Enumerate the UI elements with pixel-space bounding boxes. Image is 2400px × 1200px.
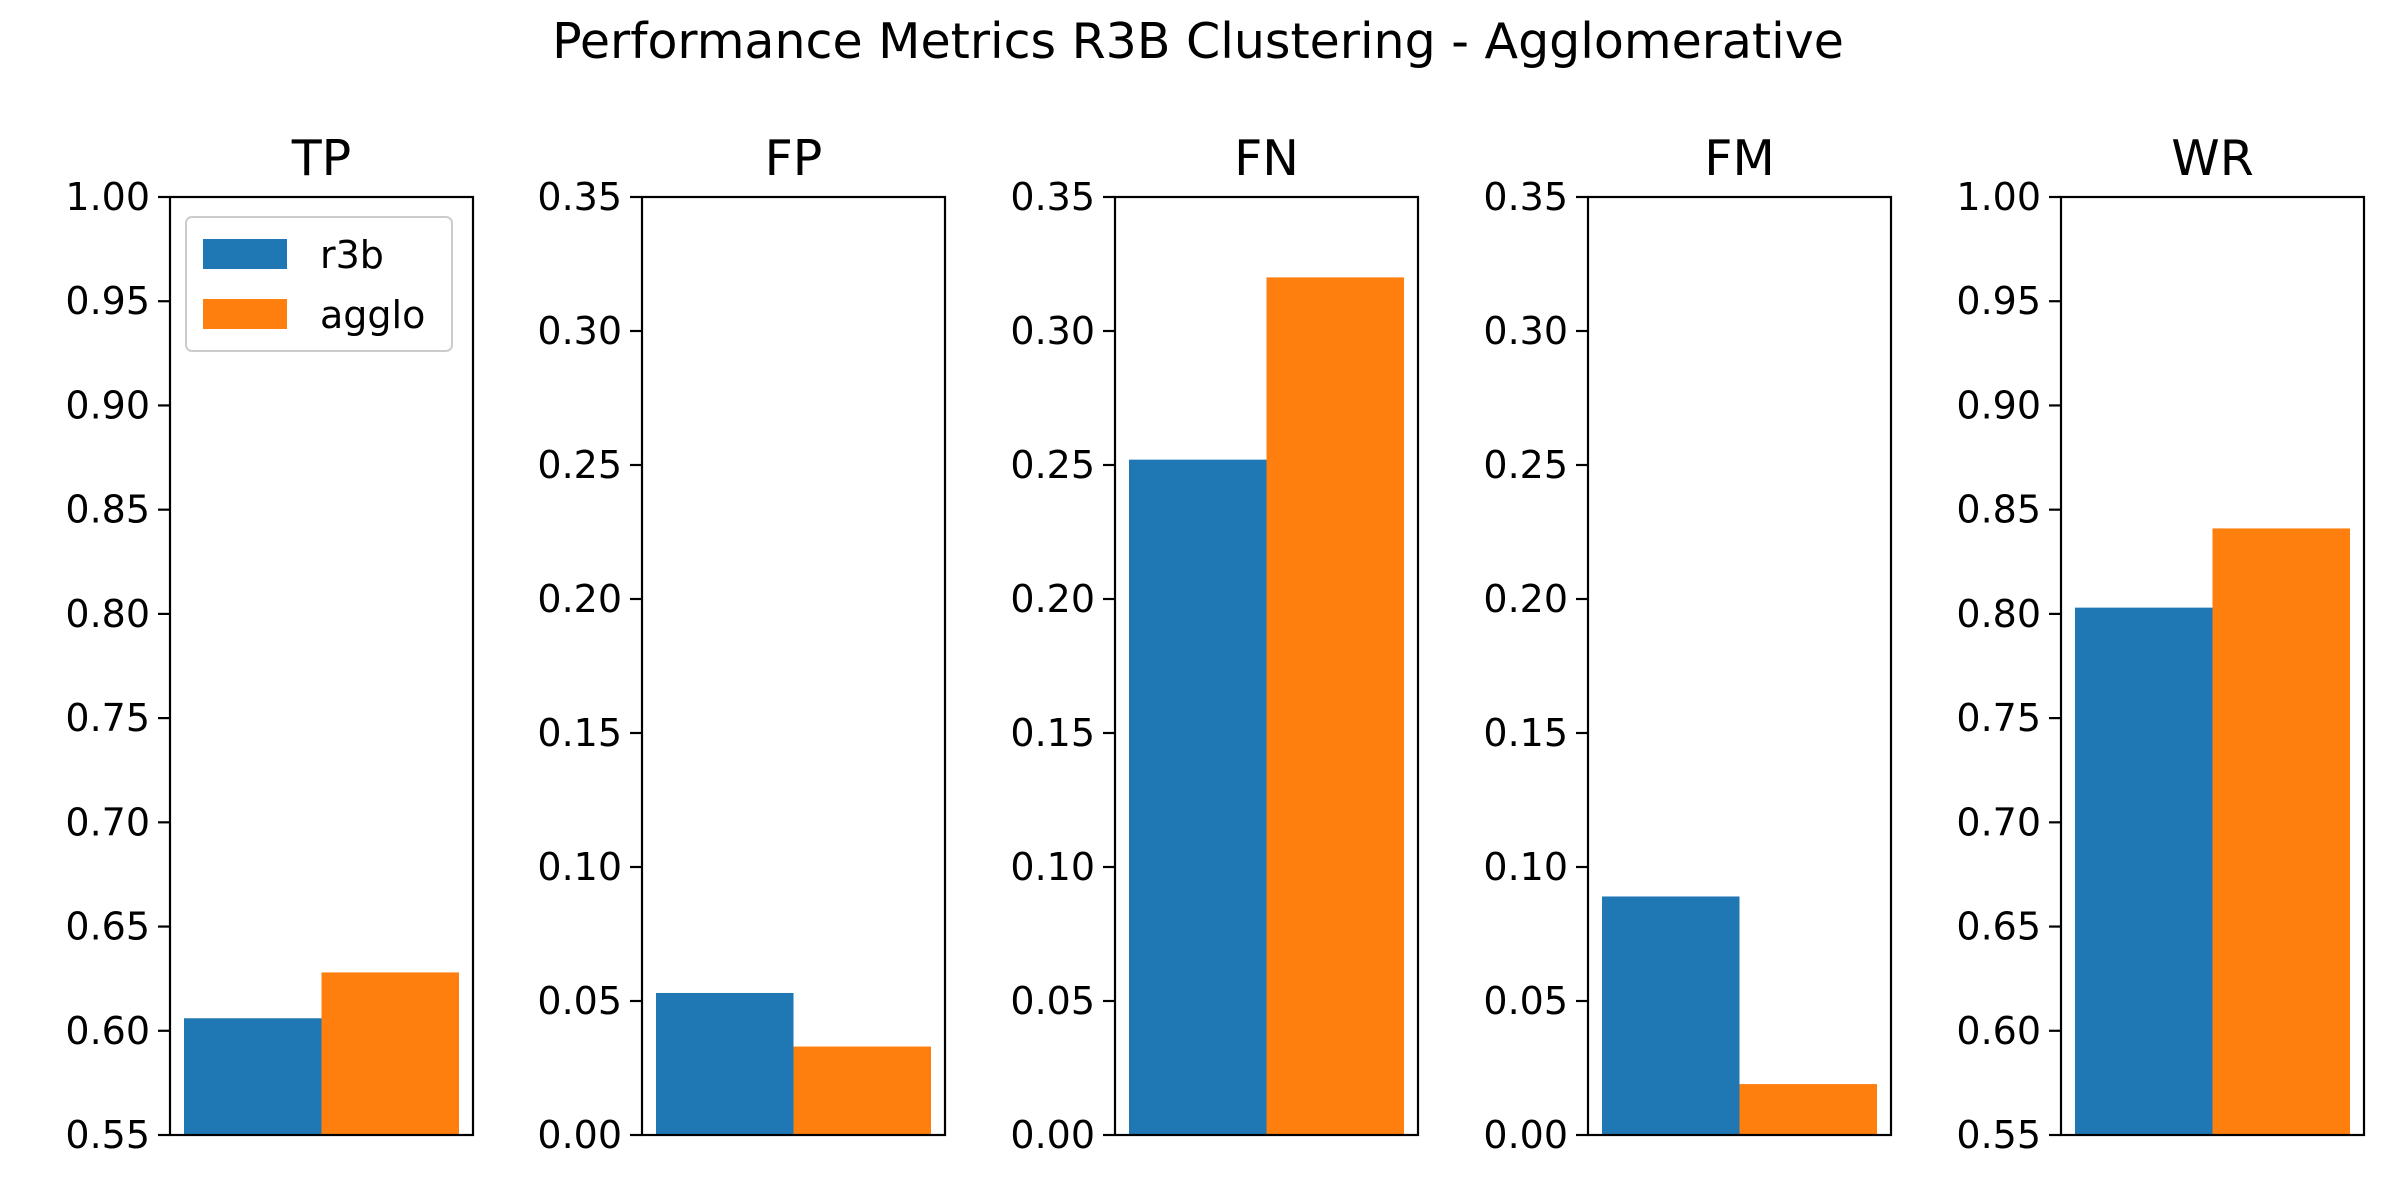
axes-frame-fn (1113, 195, 1420, 1137)
legend-swatch-agglo (203, 299, 287, 329)
y-tick-label-wr: 0.75 (1956, 696, 2041, 740)
y-tick-label-fm: 0.05 (1483, 979, 1568, 1023)
y-tick-label-fm: 0.35 (1483, 175, 1568, 219)
y-tick-label-wr: 0.80 (1956, 592, 2041, 636)
y-tick-label-fn: 0.20 (1010, 577, 1095, 621)
y-tick-label-fm: 0.10 (1483, 845, 1568, 889)
bar-tp-agglo (321, 972, 459, 1135)
panel-title-wr: WR (2171, 130, 2254, 187)
legend-label-agglo: agglo (320, 293, 425, 337)
y-tick-label-wr: 0.55 (1956, 1113, 2041, 1157)
y-tick-label-tp: 0.85 (65, 488, 150, 532)
y-tick-label-wr: 0.90 (1956, 383, 2041, 427)
y-tick-label-fp: 0.25 (537, 443, 622, 487)
panel-title-fm: FM (1704, 130, 1774, 187)
y-tick-label-fp: 0.10 (537, 845, 622, 889)
y-tick-label-fp: 0.05 (537, 979, 622, 1023)
y-tick-label-tp: 0.65 (65, 905, 150, 949)
y-tick-label-wr: 0.85 (1956, 488, 2041, 532)
bar-fn-r3b (1129, 459, 1267, 1135)
panels: TP 0.55 0.60 0.65 0.70 0.75 0.80 0.85 0.90 0.95 1.… (65, 130, 2366, 1157)
y-tick-label-fm: 0.00 (1483, 1113, 1568, 1157)
y-tick-label-fm: 0.30 (1483, 309, 1568, 353)
chart-title: Performance Metrics R3B Clustering - Agg… (552, 13, 1844, 70)
y-tick-label-tp: 0.70 (65, 800, 150, 844)
bar-fn-agglo (1266, 277, 1404, 1135)
bar-fp-r3b (656, 992, 794, 1135)
y-tick-label-fn: 0.25 (1010, 443, 1095, 487)
panel-title-tp: TP (291, 130, 351, 187)
bar-fm-agglo (1739, 1084, 1877, 1135)
y-tick-label-fp: 0.15 (537, 711, 622, 755)
panel-title-fn: FN (1234, 130, 1299, 187)
y-tick-label-fn: 0.15 (1010, 711, 1095, 755)
y-tick-label-wr: 0.65 (1956, 905, 2041, 949)
bar-wr-agglo (2212, 528, 2350, 1135)
y-tick-label-fm: 0.25 (1483, 443, 1568, 487)
y-tick-label-fn: 0.05 (1010, 979, 1095, 1023)
y-tick-label-fm: 0.15 (1483, 711, 1568, 755)
bar-tp-r3b (184, 1018, 322, 1135)
axes-frame-wr (2059, 195, 2366, 1137)
y-tick-label-tp: 0.80 (65, 592, 150, 636)
y-tick-label-fn: 0.00 (1010, 1113, 1095, 1157)
axes-frame-tp (168, 195, 475, 1137)
y-tick-label-fn: 0.35 (1010, 175, 1095, 219)
panel-wr: WR 0.55 0.60 0.65 0.70 0.75 0.80 0.85 0.90 0.95 1.… (1956, 130, 2366, 1157)
y-tick-label-fp: 0.30 (537, 309, 622, 353)
y-tick-label-fm: 0.20 (1483, 577, 1568, 621)
y-tick-label-wr: 0.95 (1956, 279, 2041, 323)
bar-wr-r3b (2075, 607, 2213, 1135)
y-tick-label-tp: 1.00 (65, 175, 150, 219)
bar-fp-agglo (793, 1046, 931, 1135)
panel-title-fp: FP (765, 130, 823, 187)
y-tick-label-fp: 0.00 (537, 1113, 622, 1157)
y-tick-label-wr: 1.00 (1956, 175, 2041, 219)
y-tick-label-wr: 0.60 (1956, 1009, 2041, 1053)
y-tick-label-tp: 0.55 (65, 1113, 150, 1157)
axes-frame-fm (1586, 195, 1893, 1137)
legend-label-r3b: r3b (320, 233, 384, 277)
panel-fp: FP 0.00 0.05 0.10 0.15 0.20 0.25 0.30 0.35 (537, 130, 947, 1157)
legend: r3b agglo (185, 216, 453, 352)
y-tick-label-fp: 0.20 (537, 577, 622, 621)
y-tick-label-wr: 0.70 (1956, 800, 2041, 844)
panel-fn: FN 0.00 0.05 0.10 0.15 0.20 0.25 0.30 0.35 (1010, 130, 1420, 1157)
y-tick-label-fn: 0.30 (1010, 309, 1095, 353)
bar-fm-r3b (1602, 896, 1740, 1135)
axes-frame-fp (640, 195, 947, 1137)
y-tick-label-tp: 0.75 (65, 696, 150, 740)
y-tick-label-fn: 0.10 (1010, 845, 1095, 889)
y-tick-label-tp: 0.90 (65, 383, 150, 427)
panel-tp: TP 0.55 0.60 0.65 0.70 0.75 0.80 0.85 0.90 0.95 1.… (65, 130, 475, 1157)
y-tick-label-tp: 0.60 (65, 1009, 150, 1053)
panel-fm: FM 0.00 0.05 0.10 0.15 0.20 0.25 0.30 0.35 (1483, 130, 1893, 1157)
y-tick-label-tp: 0.95 (65, 279, 150, 323)
y-tick-label-fp: 0.35 (537, 175, 622, 219)
legend-swatch-r3b (203, 239, 287, 269)
